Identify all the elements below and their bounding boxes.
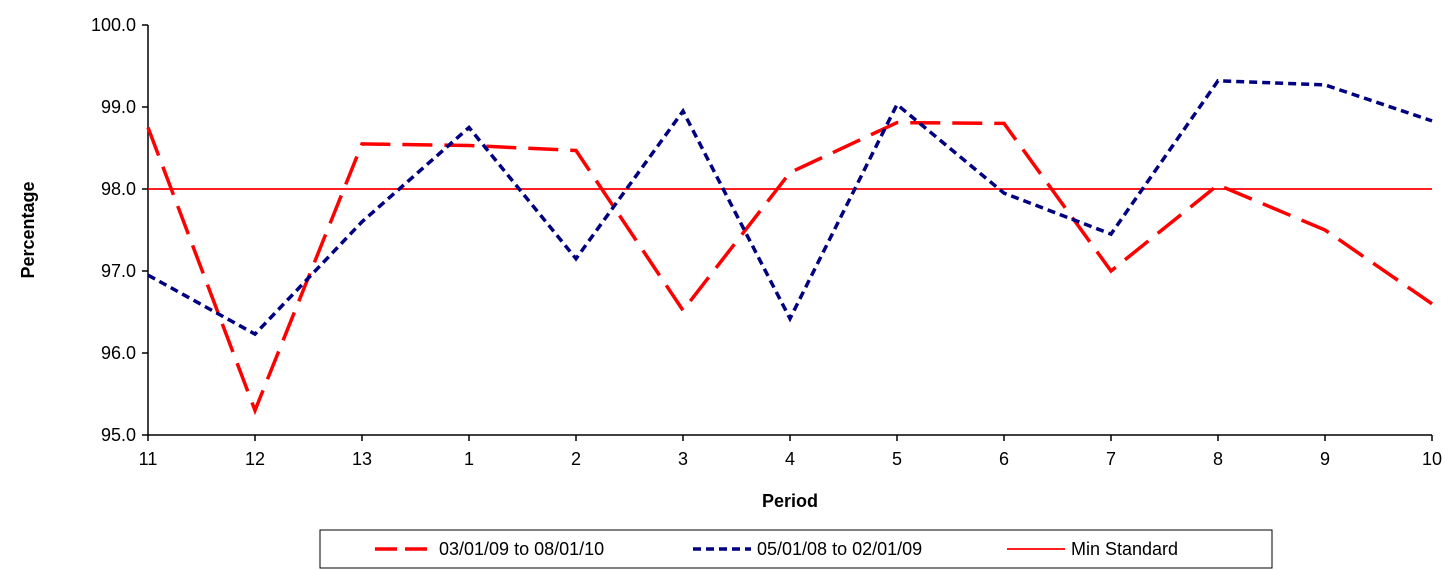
y-axis-title: Percentage xyxy=(18,181,38,278)
x-tick-label: 8 xyxy=(1213,449,1223,469)
x-tick-label: 4 xyxy=(785,449,795,469)
legend-label-1: 05/01/08 to 02/01/09 xyxy=(757,539,922,559)
x-tick-label: 5 xyxy=(892,449,902,469)
y-tick-label: 99.0 xyxy=(101,97,136,117)
legend-label-0: 03/01/09 to 08/01/10 xyxy=(439,539,604,559)
x-tick-label: 10 xyxy=(1422,449,1442,469)
x-tick-label: 7 xyxy=(1106,449,1116,469)
x-tick-label: 6 xyxy=(999,449,1009,469)
series-line-1 xyxy=(147,79,1433,337)
series-line-0 xyxy=(146,120,1433,416)
x-tick-label: 9 xyxy=(1320,449,1330,469)
x-axis-ticks: 11 12 13 1 2 3 4 5 6 7 8 9 10 xyxy=(139,435,1442,469)
x-axis-title: Period xyxy=(762,491,818,511)
legend-box xyxy=(319,529,1273,569)
y-axis-ticks: 95.0 96.0 97.0 98.0 99.0 100.0 xyxy=(91,15,148,445)
series-layer xyxy=(146,79,1433,416)
y-tick-label: 96.0 xyxy=(101,343,136,363)
y-tick-label: 95.0 xyxy=(101,425,136,445)
y-tick-label: 98.0 xyxy=(101,179,136,199)
x-tick-label: 11 xyxy=(139,449,158,469)
x-tick-label: 2 xyxy=(571,449,581,469)
x-tick-label: 12 xyxy=(245,449,265,469)
x-tick-label: 13 xyxy=(352,449,372,469)
legend: 03/01/09 to 08/01/10 05/01/08 to 02/01/09… xyxy=(319,529,1273,569)
legend-label-2: Min Standard xyxy=(1071,539,1178,559)
x-tick-label: 3 xyxy=(678,449,688,469)
x-tick-label: 1 xyxy=(464,449,474,469)
y-tick-label: 97.0 xyxy=(101,261,136,281)
y-tick-label: 100.0 xyxy=(91,15,136,35)
